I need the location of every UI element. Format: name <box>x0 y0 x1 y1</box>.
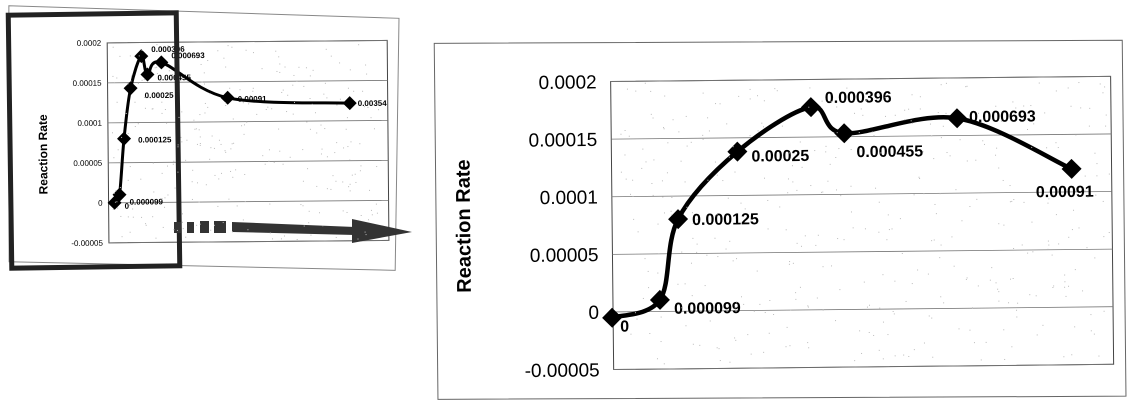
zoom-arrow <box>174 219 412 243</box>
small-chart-ylabel: Reaction Rate <box>36 114 51 194</box>
data-label: 0.000693 <box>171 51 205 60</box>
data-point <box>947 108 968 129</box>
small-chart: Reaction Rate 0.0002 0.00015 0.0001 0.00005… <box>8 5 400 271</box>
data-point <box>800 97 821 118</box>
data-point <box>117 131 132 146</box>
y-tick-label: 0.0002 <box>538 72 596 94</box>
arrow-dash-2 <box>187 222 194 233</box>
large-chart-ylabel: Reaction Rate <box>452 159 475 293</box>
y-tick-label: -0.00005 <box>71 239 103 248</box>
data-point <box>649 289 670 310</box>
gridline <box>613 363 1114 370</box>
data-label: 0.000693 <box>969 108 1036 126</box>
data-point <box>140 67 155 82</box>
gridline <box>108 239 389 244</box>
data-label: 0 <box>620 319 629 336</box>
y-tick-label: 0.00015 <box>73 79 103 88</box>
highlight-box <box>5 10 183 271</box>
data-point <box>154 55 169 70</box>
y-tick-label: 0.0002 <box>77 39 102 48</box>
data-label: 0.000099 <box>130 197 164 206</box>
data-label: 0.00091 <box>238 94 268 103</box>
data-label: 0.00091 <box>1036 184 1094 202</box>
arrow-dash-1 <box>174 222 181 233</box>
arrow-head <box>352 219 412 243</box>
data-label: 0.000125 <box>138 135 172 144</box>
data-label: 0.000455 <box>856 143 923 161</box>
large-chart-border <box>433 39 1127 400</box>
data-label: 0.00354 <box>358 99 388 108</box>
arrow-dash-4 <box>214 221 226 233</box>
data-point <box>834 123 855 144</box>
large-chart: Reaction Rate 0.0002 0.00015 0.0001 0.00005… <box>433 39 1127 400</box>
data-point <box>134 49 149 64</box>
data-point <box>1061 158 1082 179</box>
gridline <box>108 200 389 204</box>
data-point <box>602 307 623 328</box>
data-label: 0.000396 <box>825 89 892 107</box>
data-label: 0.000125 <box>692 211 759 229</box>
y-tick-label: 0.00005 <box>73 159 103 168</box>
y-tick-label: 0.00015 <box>528 130 597 152</box>
gridline <box>108 160 389 164</box>
data-point <box>123 81 138 96</box>
data-point <box>668 209 689 230</box>
scan-noise <box>112 44 1110 365</box>
data-point <box>342 96 357 111</box>
gridline <box>612 248 1113 255</box>
y-tick-label: 0.0001 <box>540 188 598 210</box>
y-tick-label: 0.0001 <box>77 119 102 128</box>
arrow-dash-3 <box>200 221 209 233</box>
data-label: 0.00025 <box>145 91 175 100</box>
data-label: 0.000455 <box>157 73 191 82</box>
data-label: 0 <box>125 202 130 211</box>
arrow-shaft <box>232 222 355 235</box>
data-point <box>727 141 748 162</box>
data-label: 0.000396 <box>151 45 185 54</box>
gridline <box>107 80 388 84</box>
gridline <box>613 306 1114 313</box>
y-tick-label: 0 <box>588 303 599 324</box>
data-label: 0.000099 <box>674 300 741 318</box>
gridline <box>611 133 1112 140</box>
y-tick-label: 0 <box>98 199 103 208</box>
y-tick-label: -0.00005 <box>525 360 600 382</box>
gridline <box>107 40 388 44</box>
data-point <box>220 90 235 105</box>
gridline <box>107 120 388 124</box>
y-tick-label: 0.00005 <box>530 245 599 267</box>
gridline <box>610 75 1111 82</box>
data-label: 0.00025 <box>751 148 809 166</box>
